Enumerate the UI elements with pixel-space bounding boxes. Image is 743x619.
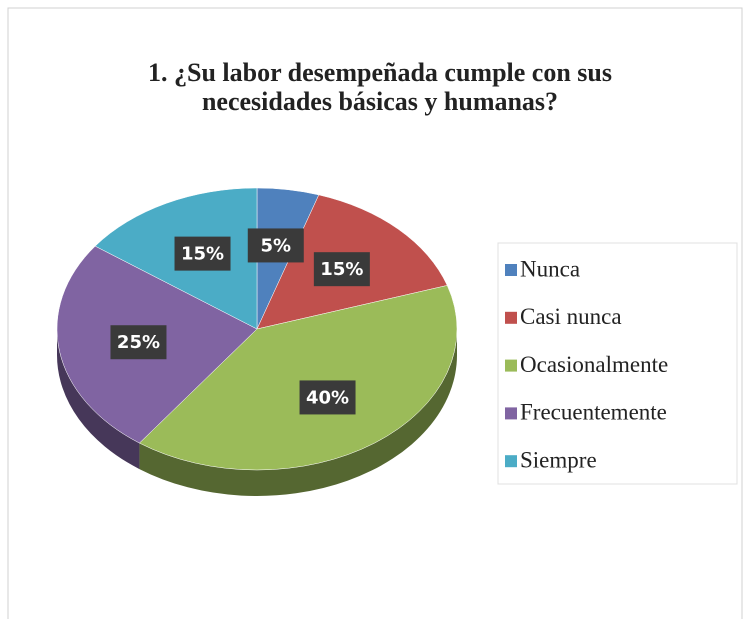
data-label-box (247, 228, 304, 263)
slice-side (139, 329, 458, 496)
legend-swatch (505, 264, 517, 276)
chart-border (7, 7, 743, 619)
legend-swatch (505, 359, 517, 372)
legend-label: Frecuentemente (520, 400, 667, 425)
slice (139, 285, 458, 471)
legend-box (497, 242, 738, 485)
legend-label: Ocasionalmente (520, 352, 668, 377)
legend-label: Siempre (520, 447, 597, 472)
chart-title: 1. ¿Su labor desempeñada cumple con sus … (148, 58, 612, 116)
data-label: 15% (320, 259, 363, 280)
slice-side (57, 329, 140, 470)
data-label: 5% (260, 235, 291, 256)
legend-label: Casi nunca (520, 304, 622, 329)
data-label: 25% (117, 332, 160, 353)
legend-swatch (505, 455, 517, 468)
data-label: 40% (306, 387, 349, 408)
data-label-box (110, 325, 167, 360)
legend-swatch (505, 311, 517, 324)
data-label-box (299, 380, 356, 415)
data-label-box (313, 252, 370, 287)
legend-swatch (505, 407, 517, 420)
legend-label: Nunca (520, 256, 580, 281)
data-label: 15% (181, 244, 224, 265)
data-label-box (174, 236, 231, 271)
